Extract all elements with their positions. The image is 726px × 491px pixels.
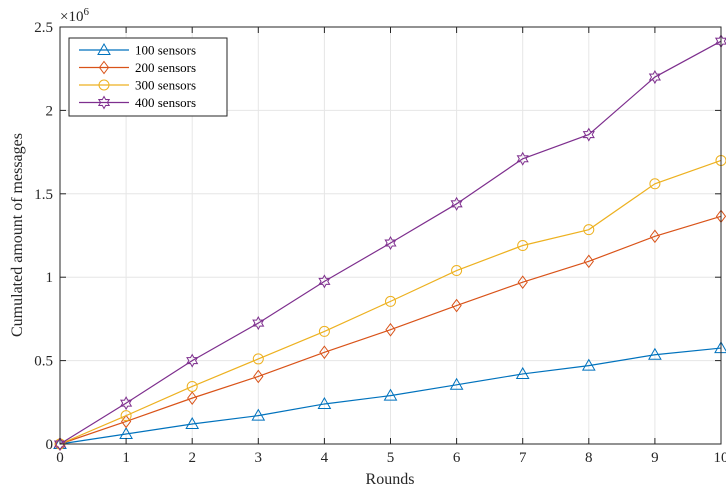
legend-label: 100 sensors [135, 43, 196, 58]
y-axis-exponent-power: 6 [83, 6, 89, 18]
legend-item-2: 200 sensors [79, 60, 196, 75]
x-tick-label: 3 [255, 450, 263, 466]
data-point [385, 295, 396, 307]
x-tick-label: 0 [56, 450, 64, 466]
data-point [252, 316, 265, 331]
legend-label: 400 sensors [135, 95, 196, 110]
legend-marker [98, 79, 110, 91]
y-tick-label: 0 [46, 437, 54, 453]
data-point [583, 224, 595, 236]
y-axis-label: Cumulated amount of messages [9, 133, 26, 337]
y-tick-label: 1.5 [34, 187, 53, 203]
data-point [450, 196, 463, 211]
x-tick-label: 6 [453, 450, 461, 466]
data-point [517, 275, 528, 290]
data-point [120, 396, 133, 411]
series-4 [53, 34, 726, 452]
legend-item-3: 300 sensors [79, 78, 196, 93]
legend-label: 300 sensors [135, 78, 196, 93]
data-point [253, 369, 264, 384]
series-line [59, 347, 722, 445]
grid-lines [60, 27, 721, 444]
data-point [648, 70, 661, 85]
data-point [648, 347, 662, 360]
y-tick-label: 2.5 [34, 20, 53, 36]
x-tick-label: 5 [387, 450, 395, 466]
legend-marker [97, 42, 111, 55]
axes [59, 26, 722, 445]
legend-marker [98, 60, 110, 75]
data-point [252, 353, 264, 365]
x-tick-label: 9 [651, 450, 659, 466]
data-point [383, 388, 398, 401]
legend-label: 200 sensors [135, 60, 196, 75]
x-tick-label: 1 [122, 450, 130, 466]
data-point [451, 298, 462, 313]
data-point [319, 345, 330, 360]
data-point [582, 127, 595, 142]
data-point [186, 353, 199, 368]
legend: 100 sensors 200 sensors 300 sensors 400 sen… [68, 37, 228, 117]
data-point [649, 178, 661, 190]
x-tick-label: 8 [585, 450, 593, 466]
legend-item-4: 400 sensors [79, 95, 196, 110]
x-tick-label: 2 [188, 450, 196, 466]
data-point [451, 265, 463, 277]
data-point [318, 274, 331, 289]
data-point [581, 358, 596, 371]
data-point [120, 410, 132, 422]
data-point [318, 325, 330, 337]
data-point [517, 240, 529, 252]
x-tick-label: 7 [519, 450, 527, 466]
data-point [187, 391, 198, 405]
y-tick-label: 1 [46, 270, 54, 286]
data-point [449, 377, 464, 390]
data-point [515, 366, 530, 379]
y-axis-exponent: ×106 [60, 6, 89, 25]
legend-item-1: 100 sensors [79, 43, 196, 58]
x-axis-label: Rounds [366, 471, 415, 488]
legend-marker [97, 95, 111, 110]
data-point [317, 396, 332, 409]
data-point [385, 322, 396, 337]
data-point [384, 235, 397, 251]
data-point [53, 436, 67, 452]
series-group [53, 34, 726, 452]
data-point [251, 408, 266, 421]
series-line [59, 40, 722, 445]
tick-labels: 0 1 2 3 4 5 6 7 8 9 10 0 0.5 1 1.5 2 2.5 [34, 20, 726, 466]
data-point [649, 229, 661, 244]
series-line [59, 159, 722, 445]
y-tick-label: 2 [46, 103, 54, 119]
data-point [583, 254, 594, 269]
data-point [186, 380, 198, 392]
x-tick-label: 10 [714, 450, 726, 466]
x-tick-label: 4 [321, 450, 329, 466]
y-axis-exponent-base: ×10 [60, 9, 83, 25]
data-point [516, 151, 529, 166]
y-tick-label: 0.5 [34, 354, 53, 370]
data-point [185, 416, 200, 429]
series-line [59, 215, 722, 445]
